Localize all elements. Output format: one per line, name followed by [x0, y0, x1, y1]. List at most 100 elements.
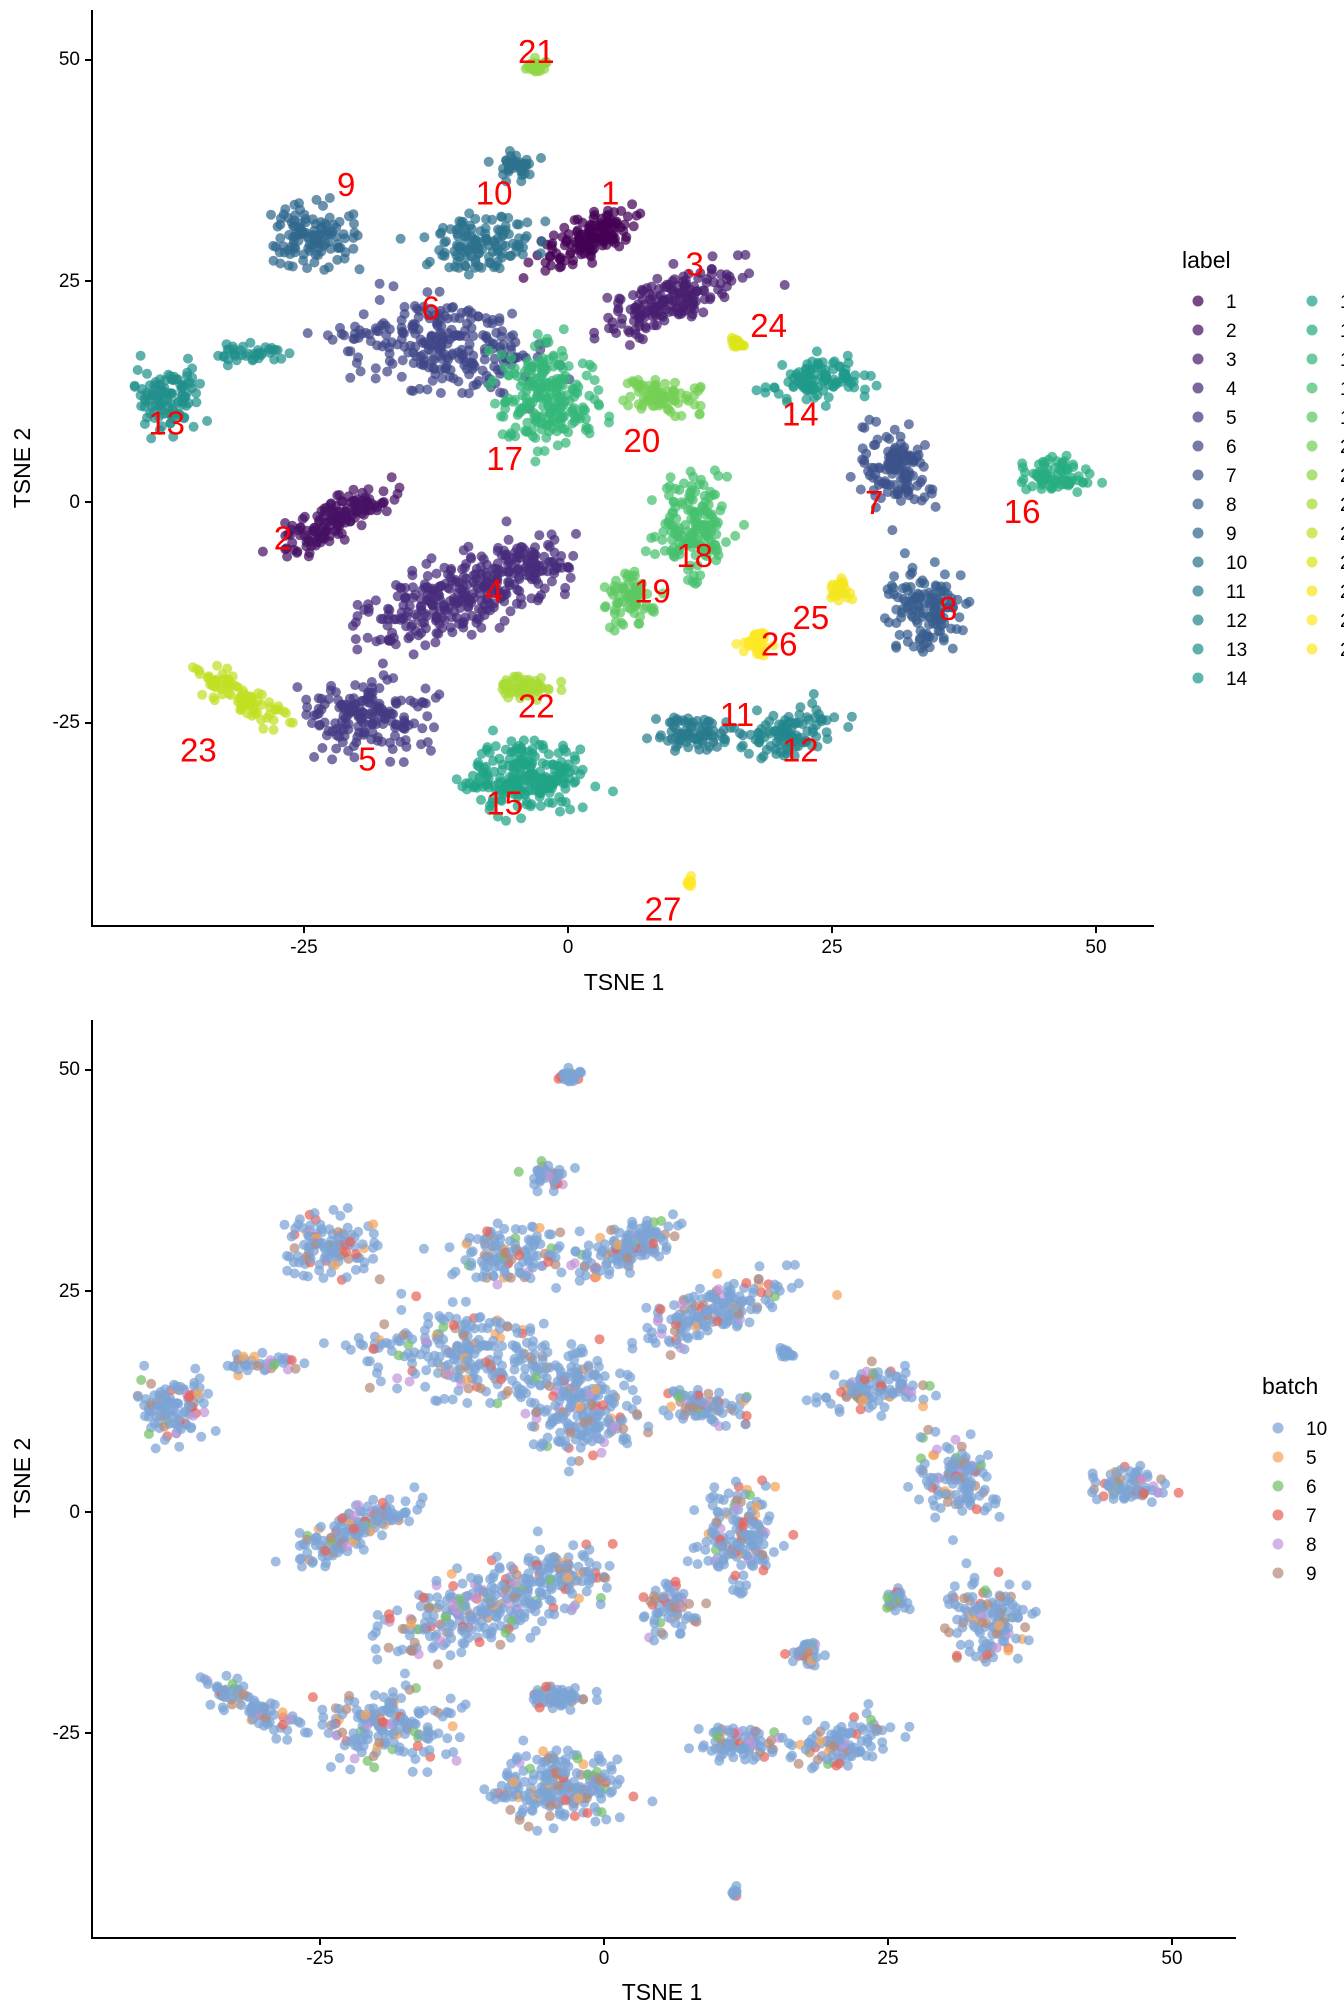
scatter-point-batch-10 — [423, 1351, 433, 1362]
scatter-point-cluster-6 — [460, 331, 471, 342]
scatter-point-cluster-17 — [515, 403, 526, 414]
scatter-point-cluster-8 — [952, 594, 963, 605]
legend-swatch-25 — [1306, 585, 1318, 597]
scatter-point-batch-10 — [441, 1749, 451, 1760]
scatter-point-batch-10 — [551, 1283, 562, 1293]
scatter-point-cluster-4 — [384, 635, 395, 646]
scatter-point-cluster-4 — [419, 617, 430, 628]
scatter-point-batch-8 — [950, 1434, 961, 1445]
scatter-point-batch-10 — [748, 1287, 759, 1298]
scatter-point-cluster-6 — [442, 313, 453, 324]
scatter-point-batch-10 — [294, 1554, 305, 1565]
scatter-point-batch-10 — [574, 1267, 585, 1278]
scatter-point-cluster-13 — [142, 368, 152, 379]
scatter-point-batch-10 — [400, 1507, 411, 1517]
scatter-point-cluster-23 — [208, 692, 219, 703]
scatter-point-cluster-5 — [341, 699, 352, 710]
scatter-point-cluster-15 — [536, 773, 547, 784]
scatter-point-batch-8 — [392, 1373, 403, 1384]
scatter-point-cluster-13 — [240, 350, 251, 361]
scatter-point-cluster-4 — [377, 658, 388, 669]
scatter-point-cluster-15 — [547, 759, 558, 770]
scatter-point-cluster-18 — [685, 560, 696, 571]
scatter-point-batch-10 — [754, 1261, 765, 1272]
cluster-label-13: 13 — [148, 404, 185, 441]
scatter-point-cluster-6 — [448, 373, 459, 384]
scatter-point-cluster-8 — [886, 580, 897, 591]
scatter-point-cluster-4 — [565, 572, 576, 583]
scatter-point-cluster-6 — [345, 346, 356, 357]
scatter-point-cluster-9 — [280, 204, 291, 215]
scatter-point-cluster-9 — [349, 218, 359, 229]
scatter-point-cluster-13 — [129, 381, 140, 392]
scatter-point-batch-10 — [443, 1359, 454, 1370]
scatter-point-batch-9 — [406, 1645, 417, 1656]
scatter-point-cluster-10 — [535, 248, 546, 259]
scatter-point-cluster-9 — [286, 241, 297, 252]
scatter-point-cluster-6 — [479, 354, 490, 365]
scatter-point-batch-6 — [980, 1585, 991, 1596]
scatter-point-batch-5 — [613, 1239, 624, 1250]
scatter-point-cluster-17 — [506, 352, 517, 363]
scatter-point-cluster-3 — [701, 277, 712, 288]
scatter-point-batch-10 — [668, 1209, 678, 1220]
scatter-point-cluster-3 — [744, 268, 755, 279]
scatter-point-batch-10 — [487, 1370, 498, 1381]
y-tick-label-a-0: 0 — [69, 492, 80, 513]
legend-swatch-3 — [1192, 353, 1204, 365]
scatter-point-cluster-13 — [237, 341, 248, 352]
scatter-point-cluster-14 — [777, 360, 788, 370]
scatter-point-cluster-4 — [501, 589, 512, 599]
scatter-point-cluster-2 — [312, 534, 323, 544]
scatter-point-batch-10 — [493, 1349, 504, 1360]
scatter-point-cluster-7 — [857, 454, 868, 465]
scatter-point-cluster-4 — [493, 585, 503, 595]
scatter-point-cluster-13 — [163, 401, 174, 412]
scatter-point-cluster-10 — [451, 250, 462, 261]
scatter-point-cluster-18 — [658, 526, 669, 537]
scatter-point-cluster-18 — [692, 560, 703, 571]
scatter-point-batch-5 — [993, 1620, 1004, 1631]
axis-ticks — [85, 59, 1097, 933]
scatter-point-cluster-8 — [915, 625, 926, 636]
scatter-point-cluster-18 — [739, 519, 749, 530]
scatter-point-cluster-3 — [668, 306, 679, 317]
scatter-point-batch-10 — [445, 1650, 456, 1661]
scatter-point-cluster-17 — [499, 362, 510, 373]
legend-label-22: 22 — [1340, 495, 1344, 516]
scatter-point-cluster-12 — [764, 725, 775, 736]
scatter-point-cluster-6 — [473, 311, 484, 322]
scatter-point-cluster-13 — [227, 341, 238, 352]
scatter-point-cluster-3 — [698, 285, 708, 296]
scatter-point-cluster-10 — [536, 153, 546, 163]
scatter-point-batch-9 — [991, 1628, 1002, 1639]
scatter-point-cluster-16 — [1039, 457, 1050, 468]
legend-swatch-27 — [1306, 643, 1318, 655]
scatter-point-cluster-4 — [458, 571, 469, 582]
scatter-point-cluster-7 — [903, 419, 914, 430]
scatter-point-cluster-11 — [680, 717, 691, 728]
scatter-point-batch-10 — [353, 1332, 364, 1343]
scatter-point-batch-10 — [537, 1616, 548, 1627]
scatter-point-cluster-9 — [298, 249, 309, 260]
scatter-point-cluster-6 — [372, 340, 383, 351]
scatter-point-cluster-13 — [136, 401, 147, 412]
scatter-point-cluster-13 — [154, 425, 165, 435]
scatter-point-cluster-6 — [454, 313, 465, 324]
scatter-point-cluster-26 — [743, 639, 754, 650]
scatter-point-cluster-16 — [1097, 477, 1108, 488]
scatter-point-cluster-4 — [546, 556, 557, 567]
scatter-point-batch-10 — [445, 1693, 456, 1704]
scatter-point-cluster-15 — [555, 806, 565, 817]
scatter-point-batch-10 — [420, 1325, 430, 1336]
scatter-point-cluster-8 — [964, 596, 975, 607]
scatter-point-cluster-13 — [223, 354, 234, 365]
scatter-point-cluster-6 — [489, 361, 500, 372]
scatter-point-batch-10 — [404, 1516, 415, 1527]
scatter-point-cluster-4 — [422, 571, 433, 581]
scatter-point-cluster-13 — [172, 397, 183, 408]
scatter-point-batch-9 — [939, 1623, 950, 1634]
legend-label-25: 25 — [1340, 582, 1344, 603]
scatter-point-cluster-7 — [885, 453, 896, 464]
